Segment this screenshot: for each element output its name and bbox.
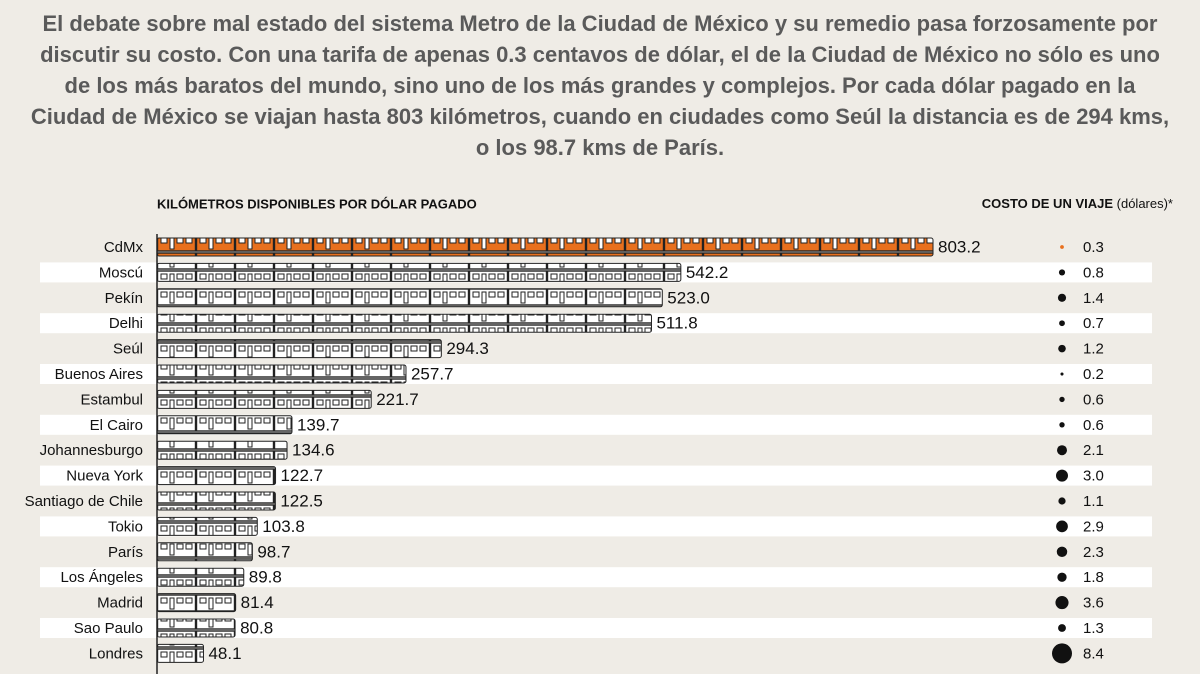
- value-label: 134.6: [292, 441, 335, 460]
- cost-dot: [1052, 643, 1072, 664]
- category-label: CdMx: [104, 239, 144, 256]
- row-stripe: [40, 465, 1152, 486]
- cost-dot: [1058, 497, 1066, 505]
- cost-label: 0.6: [1083, 391, 1104, 408]
- cost-label: 3.6: [1083, 595, 1104, 612]
- row-stripe: [40, 414, 1152, 435]
- bar: [156, 542, 253, 562]
- category-label: Santiago de Chile: [25, 493, 143, 510]
- bar: [156, 313, 652, 333]
- value-label: 122.7: [281, 466, 324, 485]
- cost-label: 8.4: [1083, 645, 1104, 662]
- cost-label: 2.3: [1083, 544, 1104, 561]
- value-label: 294.3: [446, 339, 489, 358]
- bar: [156, 389, 372, 409]
- cost-unit: (dólares)*: [1117, 196, 1173, 211]
- row-stripe: [40, 516, 1152, 537]
- category-label: Nueva York: [66, 468, 143, 485]
- cost-title-text: COSTO DE UN VIAJE: [982, 196, 1114, 211]
- cost-dot: [1057, 445, 1067, 456]
- value-label: 81.4: [241, 593, 274, 612]
- bar: [156, 288, 663, 308]
- row-stripe: [40, 618, 1152, 638]
- cost-dot: [1060, 245, 1064, 249]
- cost-dot: [1058, 269, 1066, 276]
- value-label: 257.7: [411, 364, 454, 383]
- bar: [156, 415, 293, 435]
- cost-label: 2.9: [1083, 518, 1104, 535]
- x-axis-title: KILÓMETROS DISPONIBLES POR DÓLAR PAGADO: [157, 196, 477, 211]
- cost-dot: [1057, 572, 1067, 582]
- bar: [156, 339, 442, 359]
- cost-label: 3.0: [1083, 468, 1104, 485]
- bar: [156, 618, 236, 638]
- value-label: 98.7: [257, 542, 290, 561]
- cost-label: 1.2: [1083, 341, 1104, 358]
- bar: [156, 364, 407, 384]
- cost-dot: [1055, 596, 1069, 610]
- cost-label: 1.3: [1083, 620, 1104, 637]
- bar: [156, 516, 258, 536]
- value-label: 89.8: [249, 568, 282, 587]
- category-label: Tokio: [108, 518, 143, 535]
- value-label: 523.0: [667, 288, 710, 307]
- cost-label: 0.6: [1083, 417, 1104, 434]
- category-label: Londres: [89, 645, 143, 662]
- value-label: 511.8: [656, 314, 697, 333]
- cost-dot: [1056, 546, 1068, 558]
- bar: [156, 491, 276, 511]
- category-label: París: [108, 544, 143, 561]
- cost-label: 2.1: [1083, 442, 1104, 459]
- value-label: 139.7: [297, 415, 340, 434]
- bar: [156, 262, 682, 282]
- cost-dot: [1059, 320, 1065, 327]
- category-label: Madrid: [97, 595, 143, 612]
- category-label: Moscú: [99, 264, 143, 281]
- category-label: Los Ángeles: [60, 569, 143, 586]
- value-label: 103.8: [262, 517, 305, 536]
- bar: [156, 567, 245, 587]
- bar: [156, 593, 237, 613]
- cost-dot: [1058, 624, 1066, 632]
- cost-label: 0.3: [1083, 239, 1104, 256]
- category-label: Delhi: [109, 315, 143, 332]
- category-label: Sao Paulo: [74, 620, 143, 637]
- category-label: El Cairo: [90, 417, 143, 434]
- cost-dot: [1059, 396, 1065, 403]
- cost-label: 0.8: [1083, 264, 1104, 281]
- bar: [156, 643, 204, 663]
- value-label: 803.2: [938, 237, 981, 256]
- bar: [156, 237, 934, 257]
- value-label: 122.5: [280, 491, 323, 510]
- value-label: 221.7: [376, 390, 419, 409]
- cost-dot: [1058, 344, 1066, 353]
- value-label: 48.1: [208, 644, 241, 663]
- category-label: Buenos Aires: [55, 366, 143, 383]
- cost-dot: [1059, 422, 1065, 428]
- intro: El debate sobre mal estado del sistema M…: [30, 11, 1170, 160]
- cost-label: 1.1: [1083, 493, 1104, 510]
- category-label: Pekín: [105, 290, 143, 307]
- value-label: 80.8: [240, 618, 273, 637]
- cost-dot: [1057, 293, 1067, 302]
- row-stripe: [40, 567, 1152, 588]
- bar: [156, 440, 288, 460]
- cost-title: COSTO DE UN VIAJE (dólares)*: [982, 196, 1173, 211]
- cost-label: 1.8: [1083, 569, 1104, 586]
- value-label: 542.2: [686, 263, 729, 282]
- cost-label: 1.4: [1083, 290, 1104, 307]
- cost-label: 0.7: [1083, 315, 1104, 332]
- cost-dot: [1056, 520, 1068, 533]
- cost-dot: [1056, 469, 1068, 482]
- bar: [156, 466, 277, 486]
- cost-dot: [1060, 372, 1064, 376]
- category-label: Seúl: [113, 341, 143, 358]
- category-label: Johannesburgo: [40, 442, 143, 459]
- category-label: Estambul: [80, 391, 143, 408]
- cost-label: 0.2: [1083, 366, 1104, 383]
